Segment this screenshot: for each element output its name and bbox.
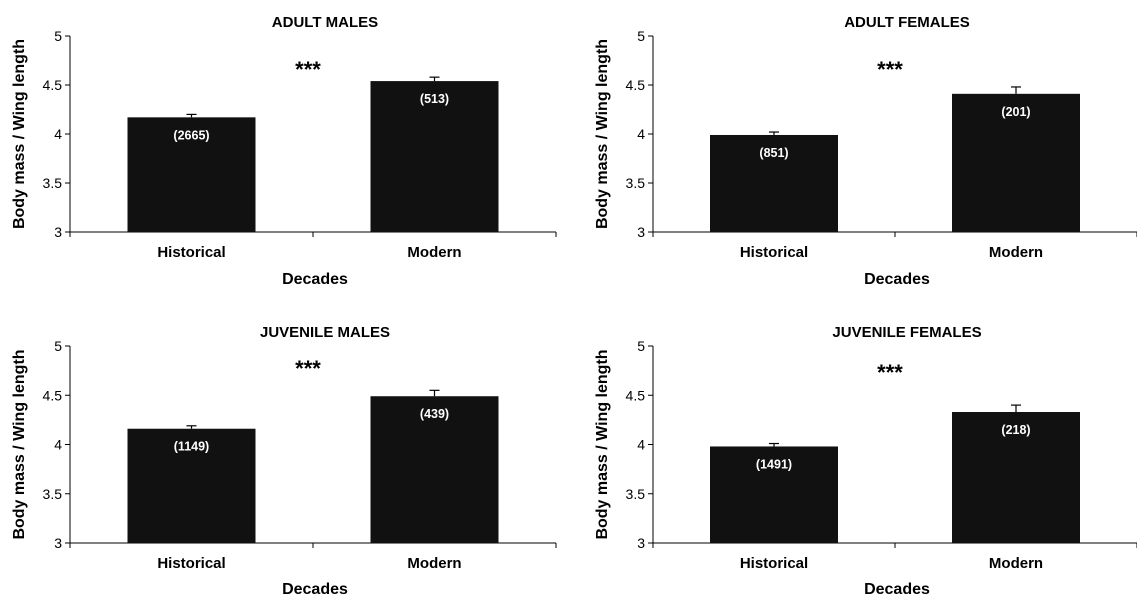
significance-label: ***: [295, 356, 321, 381]
sample-size-label: (1149): [174, 440, 209, 454]
y-tick-label: 4.5: [626, 77, 646, 93]
bar-modern: [370, 81, 499, 232]
category-label: Modern: [407, 555, 461, 572]
bar-modern: [370, 396, 499, 543]
category-label: Modern: [989, 244, 1043, 261]
y-tick-label: 4: [637, 437, 645, 453]
y-tick-label: 5: [637, 338, 645, 354]
x-axis-label: Decades: [864, 271, 930, 288]
y-axis-label: Body mass / Wing length: [594, 349, 611, 539]
y-tick-label: 4.5: [43, 77, 63, 93]
chart-title: JUVENILE FEMALES: [832, 324, 981, 341]
bar-modern: [952, 411, 1080, 543]
significance-label: ***: [295, 57, 321, 82]
sample-size-label: (201): [1001, 105, 1030, 119]
y-tick-label: 3.5: [43, 175, 63, 191]
bar-modern: [952, 93, 1080, 232]
significance-label: ***: [877, 57, 903, 82]
chart-title: JUVENILE MALES: [260, 324, 390, 341]
y-tick-label: 3: [54, 224, 62, 240]
x-axis-label: Decades: [864, 581, 930, 598]
bar-historical: [127, 117, 256, 232]
sample-size-label: (2665): [173, 128, 209, 142]
category-label: Historical: [740, 244, 808, 261]
y-tick-label: 5: [54, 28, 62, 44]
sample-size-label: (439): [420, 407, 449, 421]
category-label: Modern: [407, 244, 461, 261]
y-axis-label: Body mass / Wing length: [11, 349, 28, 539]
category-label: Modern: [989, 555, 1043, 572]
x-axis-label: Decades: [282, 581, 348, 598]
chart-title: ADULT MALES: [272, 14, 378, 31]
y-tick-label: 3.5: [626, 486, 646, 502]
y-tick-label: 3: [54, 535, 62, 551]
y-tick-label: 4: [54, 126, 62, 142]
significance-label: ***: [877, 360, 903, 385]
y-tick-label: 4.5: [43, 387, 63, 403]
category-label: Historical: [740, 555, 808, 572]
y-tick-label: 5: [637, 28, 645, 44]
bar-historical: [127, 428, 256, 543]
y-tick-label: 3: [637, 224, 645, 240]
y-tick-label: 3: [637, 535, 645, 551]
y-tick-label: 4.5: [626, 387, 646, 403]
bar-historical: [710, 446, 838, 543]
panel-juvenile-males: JUVENILE MALES 3 3.5 4 4.5 5 (1149) Historical (…: [11, 324, 557, 598]
category-label: Historical: [157, 244, 225, 261]
sample-size-label: (851): [759, 146, 788, 160]
chart-title: ADULT FEMALES: [844, 14, 970, 31]
y-tick-label: 3.5: [626, 175, 646, 191]
sample-size-label: (513): [420, 92, 449, 106]
bar-historical: [710, 134, 838, 232]
sample-size-label: (1491): [756, 457, 792, 471]
sample-size-label: (218): [1001, 423, 1030, 437]
y-tick-label: 3.5: [43, 486, 63, 502]
panel-adult-males: ADULT MALES 3 3.5 4 4.5 5 (2665) Historical (513…: [11, 14, 557, 288]
y-tick-label: 4: [637, 126, 645, 142]
y-tick-label: 4: [54, 437, 62, 453]
x-axis-label: Decades: [282, 271, 348, 288]
category-label: Historical: [157, 555, 225, 572]
panel-juvenile-females: JUVENILE FEMALES 3 3.5 4 4.5 5 (1491) Historica…: [594, 324, 1137, 598]
y-axis-label: Body mass / Wing length: [594, 39, 611, 229]
y-tick-label: 5: [54, 338, 62, 354]
panel-adult-females: ADULT FEMALES 3 3.5 4 4.5 5 (851) Historical (20…: [594, 14, 1137, 288]
y-axis-label: Body mass / Wing length: [11, 39, 28, 229]
